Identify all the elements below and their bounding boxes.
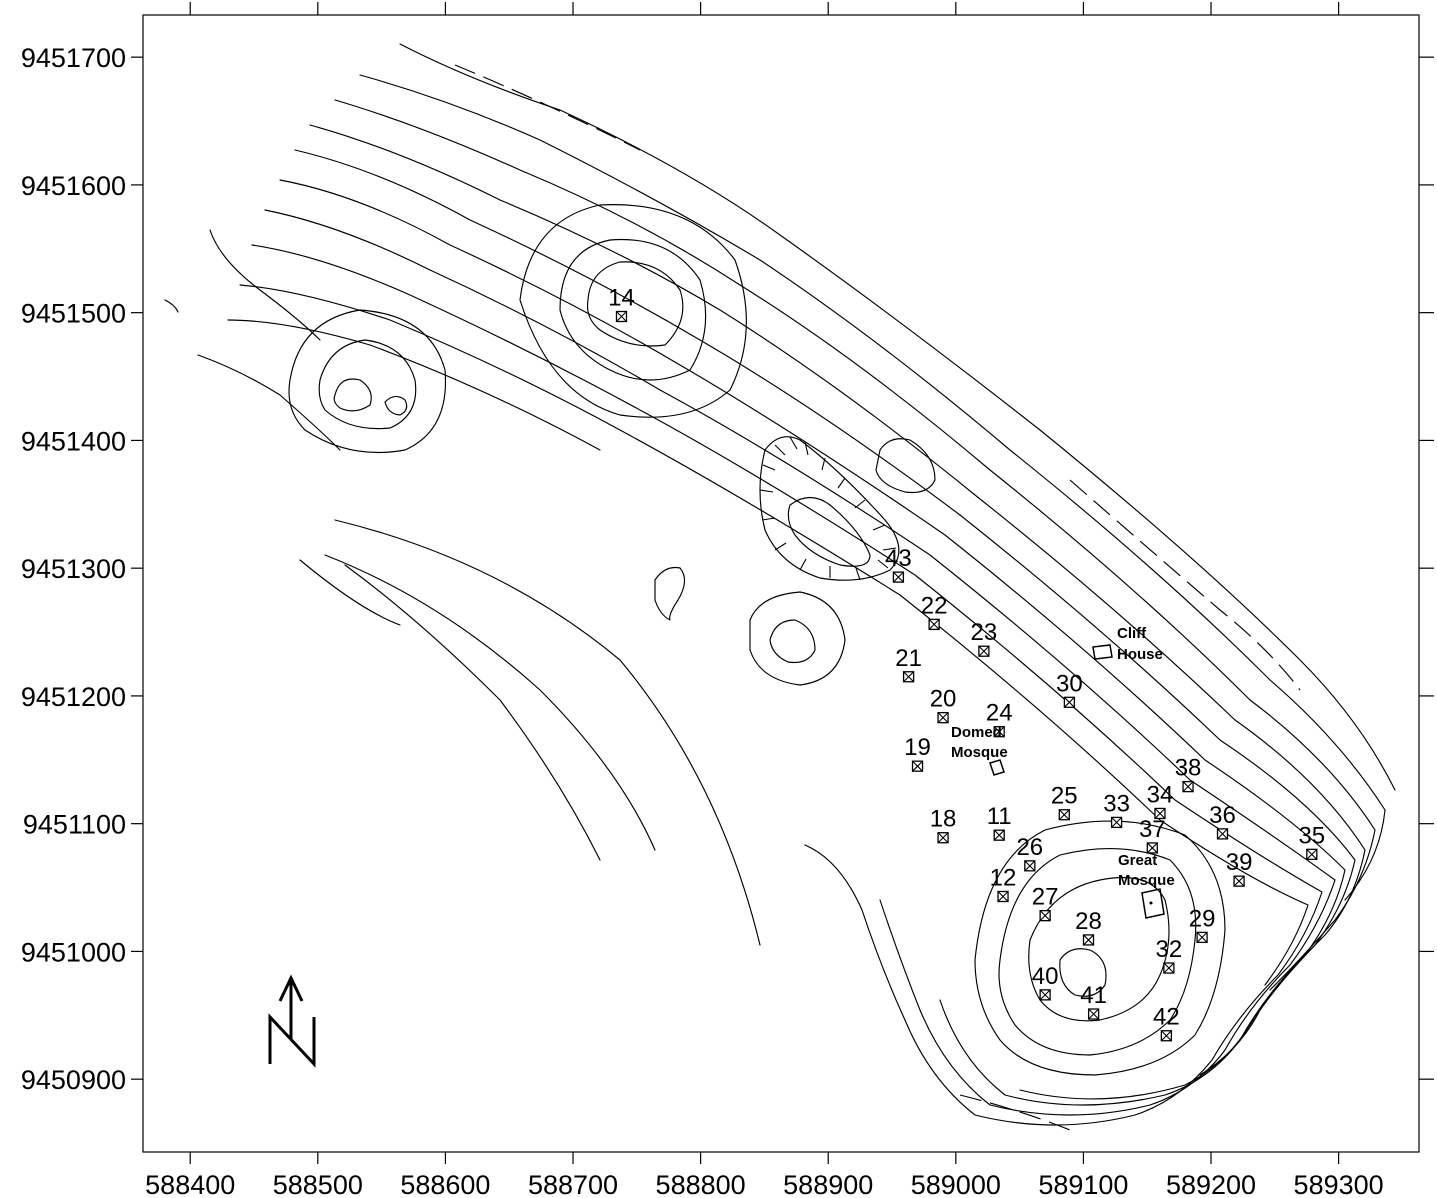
x-tick-label: 589200: [1166, 1170, 1256, 1198]
y-axis-ticks: 9450900 9451000 9451100 9451200 9451300 94514…: [21, 43, 1434, 1095]
survey-point-26: 26: [1016, 834, 1043, 872]
depression-hachures: [759, 436, 897, 581]
point-label: 43: [885, 545, 912, 572]
point-label: 19: [904, 734, 931, 761]
survey-point-34: 34: [1147, 781, 1174, 820]
point-label: 41: [1080, 982, 1107, 1009]
survey-point-28: 28: [1075, 908, 1102, 946]
survey-point-20: 20: [930, 686, 957, 724]
y-tick-label: 9451500: [21, 299, 126, 329]
x-axis-ticks: 588400 588500 588600 588700 588800 588900 5890…: [145, 2, 1384, 1198]
survey-point-22: 22: [921, 592, 948, 631]
survey-point-32: 32: [1156, 936, 1183, 974]
survey-point-24: 24: [986, 700, 1013, 738]
building-label-line2: Mosque: [951, 744, 1008, 761]
point-label: 21: [895, 645, 922, 672]
point-label: 22: [921, 592, 948, 619]
survey-point-25: 25: [1051, 783, 1078, 821]
x-tick-label: 588500: [273, 1170, 363, 1198]
survey-point-35: 35: [1298, 822, 1325, 860]
point-label: 14: [608, 284, 635, 311]
y-tick-label: 9451000: [21, 937, 126, 967]
building-label-line1: Cliff: [1117, 625, 1147, 642]
x-tick-label: 588400: [145, 1170, 235, 1198]
survey-point-19: 19: [904, 734, 931, 772]
y-tick-label: 9451600: [21, 171, 126, 201]
survey-point-36: 36: [1209, 802, 1236, 840]
point-label: 26: [1016, 834, 1043, 861]
point-label: 37: [1139, 816, 1166, 843]
x-tick-label: 588600: [400, 1170, 490, 1198]
map-frame: [142, 14, 1420, 1153]
survey-point-29: 29: [1189, 905, 1216, 944]
contour-lines: [164, 43, 1396, 1126]
survey-point-27: 27: [1032, 884, 1059, 922]
y-tick-label: 9451400: [21, 426, 126, 456]
survey-point-21: 21: [895, 645, 922, 683]
y-tick-label: 9451700: [21, 43, 126, 73]
survey-point-33: 33: [1103, 790, 1130, 829]
survey-point-39: 39: [1226, 849, 1253, 887]
point-label: 12: [990, 864, 1017, 891]
point-label: 11: [987, 803, 1012, 830]
building-label-line1: Domed: [951, 724, 1002, 741]
point-label: 28: [1075, 908, 1102, 935]
survey-point-12: 12: [990, 864, 1017, 903]
x-tick-label: 588800: [656, 1170, 746, 1198]
x-tick-label: 589100: [1038, 1170, 1128, 1198]
y-tick-label: 9451100: [23, 810, 126, 840]
building-label-line1: Great: [1118, 852, 1157, 869]
survey-point-14: 14: [608, 284, 635, 323]
survey-point-30: 30: [1056, 670, 1083, 708]
survey-point-18: 18: [930, 806, 957, 844]
building-great-mosque: Great Mosque: [1118, 852, 1175, 919]
survey-points: 14 43 22 23 21 30 20 24 19 38 25 33 34 36 35 18 11 37 26 39…: [608, 284, 1325, 1042]
dashed-contours: [454, 64, 1301, 1131]
survey-point-38: 38: [1175, 755, 1202, 793]
y-tick-label: 9450900: [21, 1065, 126, 1095]
survey-point-40: 40: [1032, 963, 1059, 1001]
survey-point-42: 42: [1153, 1004, 1180, 1042]
point-label: 39: [1226, 849, 1253, 876]
point-label: 20: [930, 686, 957, 713]
point-label: 40: [1032, 963, 1059, 990]
point-label: 25: [1051, 783, 1078, 810]
point-label: 32: [1156, 936, 1183, 963]
point-label: 29: [1189, 905, 1216, 932]
survey-point-43: 43: [885, 545, 912, 583]
x-tick-label: 589300: [1294, 1170, 1384, 1198]
x-tick-label: 588900: [783, 1170, 873, 1198]
y-tick-label: 9451200: [21, 682, 126, 712]
x-tick-label: 589000: [911, 1170, 1001, 1198]
survey-point-23: 23: [971, 619, 998, 657]
building-label-line2: House: [1117, 646, 1163, 663]
survey-point-37: 37: [1139, 816, 1166, 854]
point-label: 36: [1209, 802, 1236, 829]
survey-point-11: 11: [987, 803, 1012, 841]
building-label-line2: Mosque: [1118, 872, 1175, 889]
point-label: 35: [1298, 822, 1325, 849]
x-tick-label: 588700: [528, 1170, 618, 1198]
point-label: 38: [1175, 755, 1202, 782]
point-label: 18: [930, 806, 957, 833]
survey-point-41: 41: [1080, 982, 1107, 1020]
point-label: 27: [1032, 884, 1059, 911]
north-arrow: [268, 974, 316, 1068]
building-cliff-house: Cliff House: [1092, 625, 1163, 663]
point-label: 33: [1103, 790, 1130, 817]
y-tick-label: 9451300: [21, 554, 126, 584]
building-domed-mosque: Domed Mosque: [951, 724, 1008, 776]
point-label: 23: [971, 619, 998, 646]
point-label: 34: [1147, 781, 1174, 808]
point-label: 42: [1153, 1004, 1180, 1031]
point-label: 30: [1056, 670, 1083, 697]
point-label: 24: [986, 700, 1013, 727]
